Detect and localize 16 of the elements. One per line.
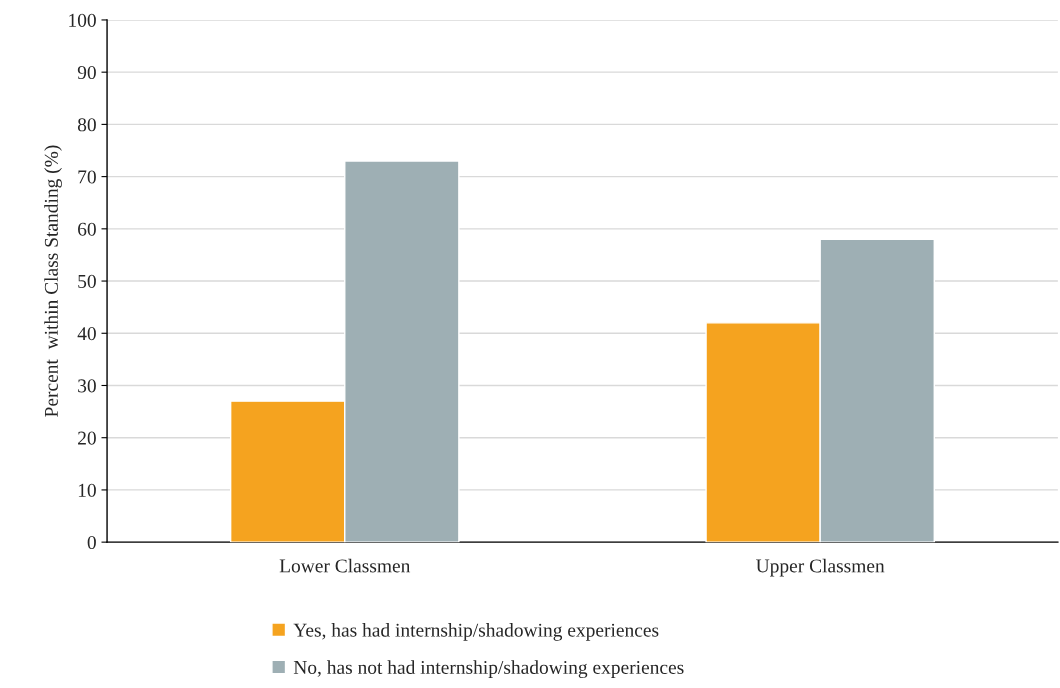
legend-label: Yes, has had internship/shadowing experiences <box>293 623 659 641</box>
x-tick-label: Lower Classmen <box>279 558 411 573</box>
y-tick-label: 70 <box>78 170 96 184</box>
y-tick-label: 40 <box>77 327 96 341</box>
y-tick-label: 100 <box>69 13 96 27</box>
y-tick-label: 60 <box>78 222 96 236</box>
y-tick-label: 90 <box>77 65 96 80</box>
y-tick-label: 10 <box>78 483 96 497</box>
y-tick-label: 80 <box>77 118 96 132</box>
y-tick-label: 0 <box>87 535 96 550</box>
x-tick-label: Upper Classmen <box>756 558 885 577</box>
legend-label: No, has not had internship/shadowing experiences <box>293 660 684 678</box>
y-tick-label: 30 <box>78 379 96 393</box>
y-tick-label: 50 <box>78 274 96 288</box>
y-axis-title: Percent within Class Standing (%) <box>44 145 62 417</box>
y-tick-label: 20 <box>78 431 96 445</box>
